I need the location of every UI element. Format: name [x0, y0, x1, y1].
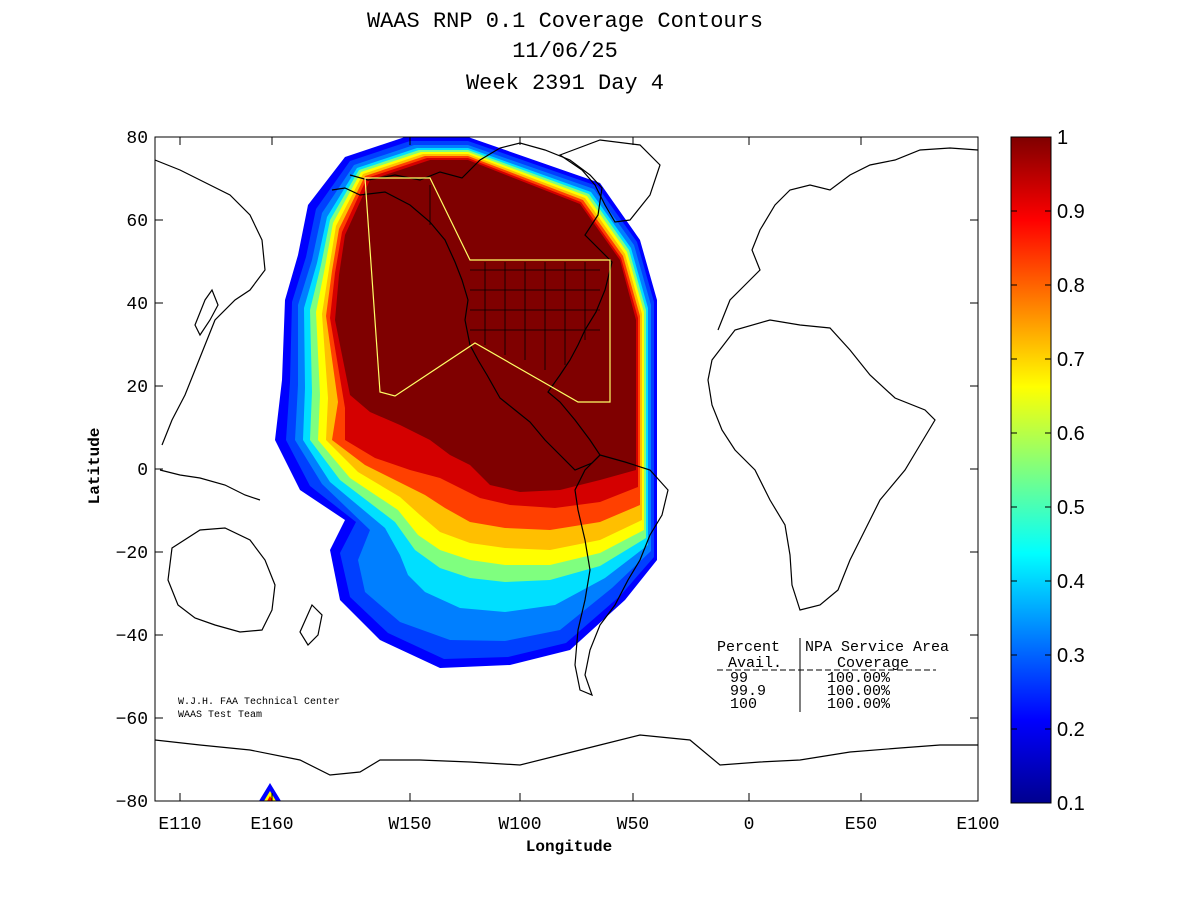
- x-tick-label: W150: [388, 815, 431, 835]
- x-tick-label: E110: [158, 815, 201, 835]
- coast-south-america: [574, 454, 669, 697]
- x-tick-label: E160: [250, 815, 293, 835]
- coast-africa: [707, 319, 936, 611]
- legend-row-coverage: 100.00%: [827, 670, 891, 687]
- y-tick-label: −60: [116, 710, 148, 730]
- colorbar-tick-label: 0.3: [1057, 645, 1085, 667]
- legend-rows: 99 100.00% 99.9 100.00% 100 100.00%: [730, 670, 891, 713]
- coverage-legend-table: Percent NPA Service Area Avail. Coverage…: [717, 638, 949, 713]
- y-axis-label: Latitude: [86, 428, 104, 505]
- contour-band-1.0: [335, 160, 636, 492]
- legend-row-coverage: 100.00%: [827, 696, 891, 713]
- credit-line-1: W.J.H. FAA Technical Center: [178, 696, 340, 708]
- y-axis-ticks: 80 60 40 20 0 −20 −40 −60 −80: [116, 129, 978, 813]
- coast-japan: [194, 288, 219, 337]
- credit-line-2: WAAS Test Team: [178, 710, 262, 721]
- coast-indonesia: [159, 469, 261, 501]
- legend-row-avail: 99: [730, 670, 748, 687]
- colorbar-tick-label: 0.1: [1057, 793, 1085, 815]
- coast-australia: [167, 527, 276, 633]
- legend-row-avail: 100: [730, 696, 757, 713]
- title-line-1: WAAS RNP 0.1 Coverage Contours: [367, 9, 763, 34]
- colorbar-gradient-bar: [1010, 136, 1052, 804]
- y-tick-label: −20: [116, 544, 148, 564]
- legend-row-coverage: 100.00%: [827, 683, 891, 700]
- y-tick-label: −40: [116, 627, 148, 647]
- colorbar-tick-label: 0.4: [1057, 571, 1085, 593]
- legend-row-avail: 99.9: [730, 683, 766, 700]
- x-axis-label: Longitude: [526, 838, 612, 856]
- coast-europe: [717, 147, 978, 331]
- colorbar-tick-label: 0.2: [1057, 719, 1085, 741]
- y-tick-label: 40: [126, 295, 148, 315]
- colorbar-tick-label: 0.5: [1057, 497, 1085, 519]
- colorbar-ticks: 1 0.9 0.8 0.7 0.6 0.5 0.4 0.3 0.2 0.1: [1011, 127, 1085, 815]
- y-tick-label: 20: [126, 378, 148, 398]
- x-axis-ticks: E110 E160 W150 W100 W50 0 E50 E100: [158, 137, 1000, 835]
- x-tick-label: E50: [845, 815, 877, 835]
- colorbar-tick-label: 0.6: [1057, 423, 1085, 445]
- legend-sub-col1: Avail.: [728, 655, 782, 672]
- x-tick-label: E100: [956, 815, 999, 835]
- title-line-2: 11/06/25: [512, 39, 618, 64]
- colorbar-tick-label: 1: [1057, 127, 1068, 149]
- x-tick-label: W50: [617, 815, 649, 835]
- coast-greenland: [558, 139, 661, 223]
- coast-new-zealand: [299, 603, 323, 646]
- y-tick-label: −80: [116, 793, 148, 813]
- colorbar-tick-label: 0.9: [1057, 201, 1085, 223]
- npa-service-area-boundary: [364, 177, 611, 403]
- x-tick-label: 0: [744, 815, 755, 835]
- coast-east-asia: [155, 159, 266, 446]
- title-line-3: Week 2391 Day 4: [466, 71, 664, 96]
- legend-sub-col2: Coverage: [837, 655, 909, 672]
- colorbar-tick-label: 0.8: [1057, 275, 1085, 297]
- plot-area: [154, 136, 979, 802]
- legend-header-col2: NPA Service Area: [805, 639, 949, 656]
- y-tick-label: 80: [126, 129, 148, 149]
- y-tick-label: 60: [126, 212, 148, 232]
- x-tick-label: W100: [498, 815, 541, 835]
- us-state-borders: [429, 185, 600, 370]
- coast-antarctica: [155, 734, 978, 776]
- legend-header-col1: Percent: [717, 639, 780, 656]
- y-tick-label: 0: [137, 461, 148, 481]
- colorbar: 1 0.9 0.8 0.7 0.6 0.5 0.4 0.3 0.2 0.1: [1010, 127, 1085, 815]
- colorbar-tick-label: 0.7: [1057, 349, 1085, 371]
